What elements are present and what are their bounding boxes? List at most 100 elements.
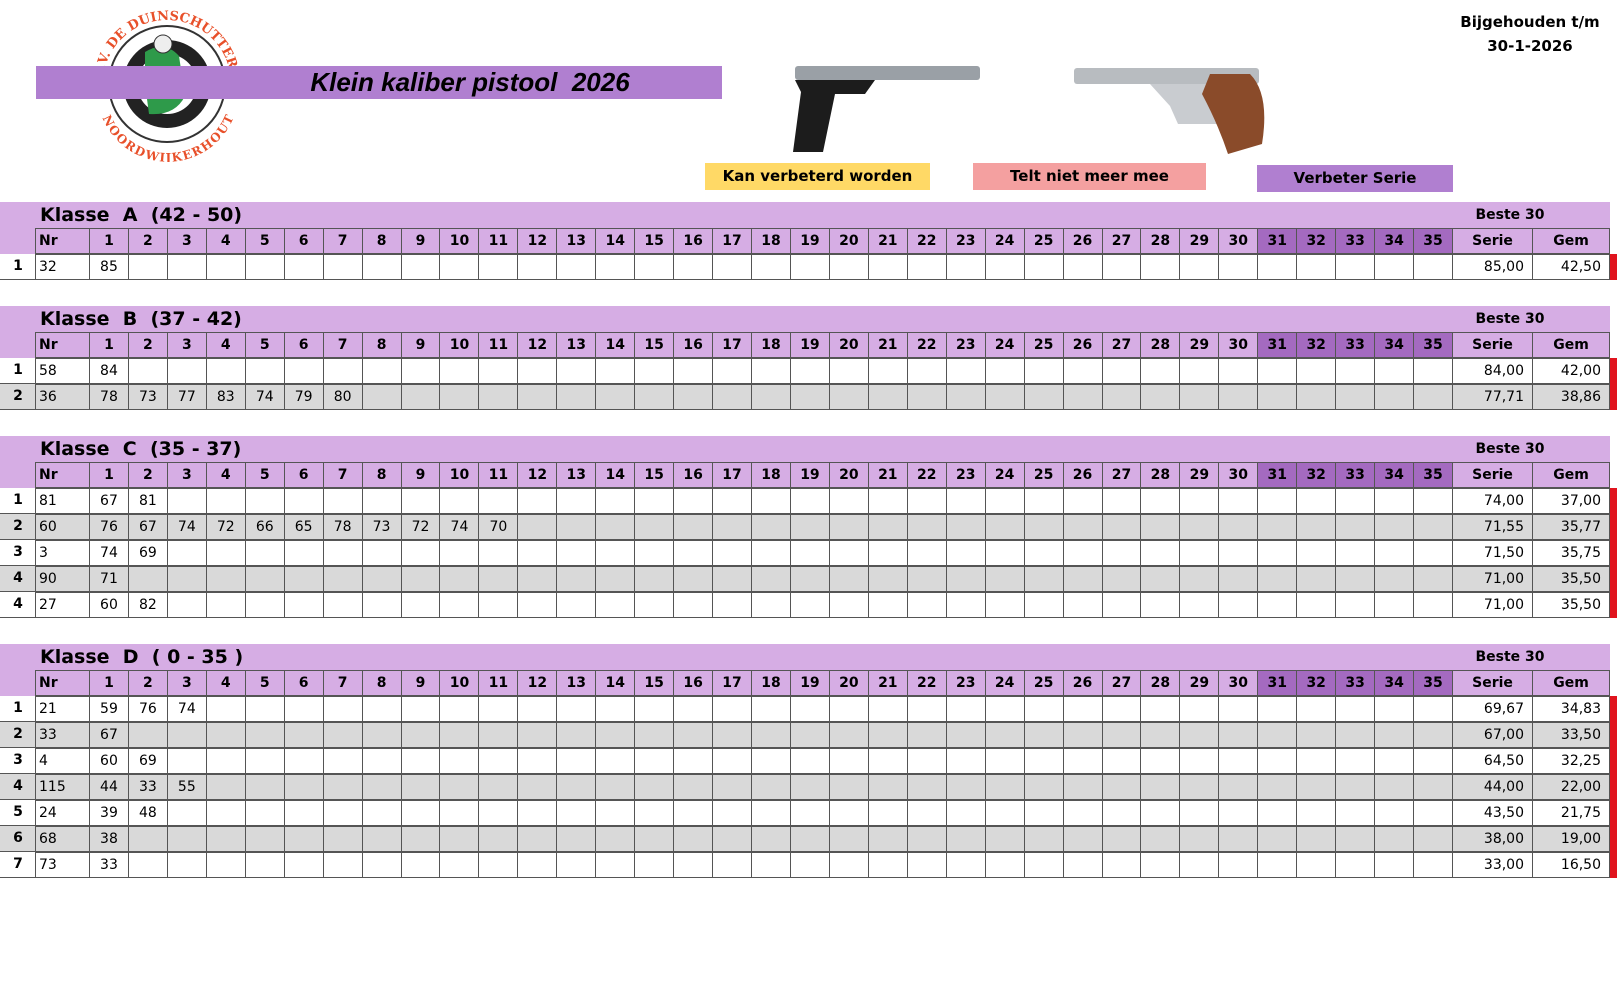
score-cell: 70 <box>478 514 519 540</box>
score-cell <box>1374 488 1415 514</box>
pistol-image <box>1074 68 1265 154</box>
score-cell <box>244 540 285 566</box>
score-cell <box>1101 514 1142 540</box>
score-cell: 76 <box>127 696 168 722</box>
column-header: 12 <box>517 228 558 254</box>
nr-cell: 58 <box>35 358 90 384</box>
score-cell <box>673 566 714 592</box>
column-header: 25 <box>1023 462 1064 488</box>
column-header: 9 <box>400 462 441 488</box>
score-cell <box>828 774 869 800</box>
score-cell <box>1101 254 1142 280</box>
column-header: 31 <box>1257 228 1298 254</box>
score-cell <box>1062 800 1103 826</box>
score-cell <box>1374 514 1415 540</box>
column-header: 21 <box>867 670 908 696</box>
score-cell <box>1374 566 1415 592</box>
score-cell <box>828 800 869 826</box>
score-cell <box>556 384 597 410</box>
score-cell: 71 <box>89 566 129 592</box>
score-cell <box>205 592 246 618</box>
column-header: 16 <box>673 332 714 358</box>
score-cell <box>400 384 441 410</box>
score-cell <box>1374 384 1415 410</box>
score-cell <box>1218 514 1259 540</box>
rank-cell: 7 <box>0 852 36 878</box>
pistol-frame <box>1150 84 1218 124</box>
score-cell <box>283 800 324 826</box>
score-cell <box>634 384 675 410</box>
section-title: Klasse D ( 0 - 35 ) <box>40 646 244 668</box>
score-cell <box>789 488 830 514</box>
score-cell <box>634 852 675 878</box>
score-cell <box>322 800 363 826</box>
score-cell <box>789 514 830 540</box>
column-header: 11 <box>478 332 519 358</box>
column-header: 28 <box>1140 462 1181 488</box>
score-cell <box>1140 514 1181 540</box>
score-cell <box>673 722 714 748</box>
score-cell <box>712 566 753 592</box>
score-cell <box>361 696 402 722</box>
score-cell <box>1413 514 1453 540</box>
row-marker <box>1610 488 1617 514</box>
score-cell <box>1218 488 1259 514</box>
score-cell <box>1374 774 1415 800</box>
column-header: 8 <box>361 462 402 488</box>
score-cell: 69 <box>127 540 168 566</box>
header-band <box>0 228 36 254</box>
score-cell <box>517 592 558 618</box>
nr-cell: 90 <box>35 566 90 592</box>
score-cell <box>595 696 636 722</box>
score-cell <box>751 748 791 774</box>
score-cell: 44 <box>89 774 129 800</box>
score-cell <box>244 722 285 748</box>
column-header: 26 <box>1062 462 1103 488</box>
score-cell <box>673 592 714 618</box>
score-cell <box>906 774 947 800</box>
score-cell <box>1062 540 1103 566</box>
column-header: 31 <box>1257 462 1298 488</box>
column-header: 34 <box>1374 462 1415 488</box>
column-header: 2 <box>127 228 168 254</box>
score-cell <box>517 852 558 878</box>
score-cell <box>867 800 908 826</box>
rank-cell: 4 <box>0 592 36 618</box>
column-header: 5 <box>244 228 285 254</box>
best-label: Beste 30 <box>1475 441 1545 457</box>
score-cell <box>673 800 714 826</box>
score-cell: 78 <box>322 514 363 540</box>
score-cell <box>984 566 1025 592</box>
score-cell <box>1374 748 1415 774</box>
score-cell <box>1413 826 1453 852</box>
score-cell <box>478 254 519 280</box>
score-cell <box>945 826 986 852</box>
score-cell <box>556 254 597 280</box>
rank-cell: 4 <box>0 566 36 592</box>
score-cell <box>478 566 519 592</box>
score-cell <box>1374 592 1415 618</box>
score-cell <box>1296 514 1337 540</box>
score-cell <box>945 852 986 878</box>
score-cell <box>322 488 363 514</box>
rank-cell: 2 <box>0 722 36 748</box>
score-cell <box>1296 800 1337 826</box>
score-cell <box>867 566 908 592</box>
score-cell <box>673 540 714 566</box>
score-cell <box>439 488 480 514</box>
score-cell <box>1218 774 1259 800</box>
score-cell <box>322 852 363 878</box>
nr-cell: 36 <box>35 384 90 410</box>
column-header: 15 <box>634 228 675 254</box>
score-cell <box>517 514 558 540</box>
score-cell <box>634 592 675 618</box>
score-cell <box>751 800 791 826</box>
score-cell <box>906 566 947 592</box>
score-cell <box>1062 826 1103 852</box>
score-cell <box>712 852 753 878</box>
score-cell <box>1218 254 1259 280</box>
score-cell <box>984 488 1025 514</box>
column-header: 29 <box>1179 462 1220 488</box>
row-marker <box>1610 566 1617 592</box>
score-cell <box>322 774 363 800</box>
